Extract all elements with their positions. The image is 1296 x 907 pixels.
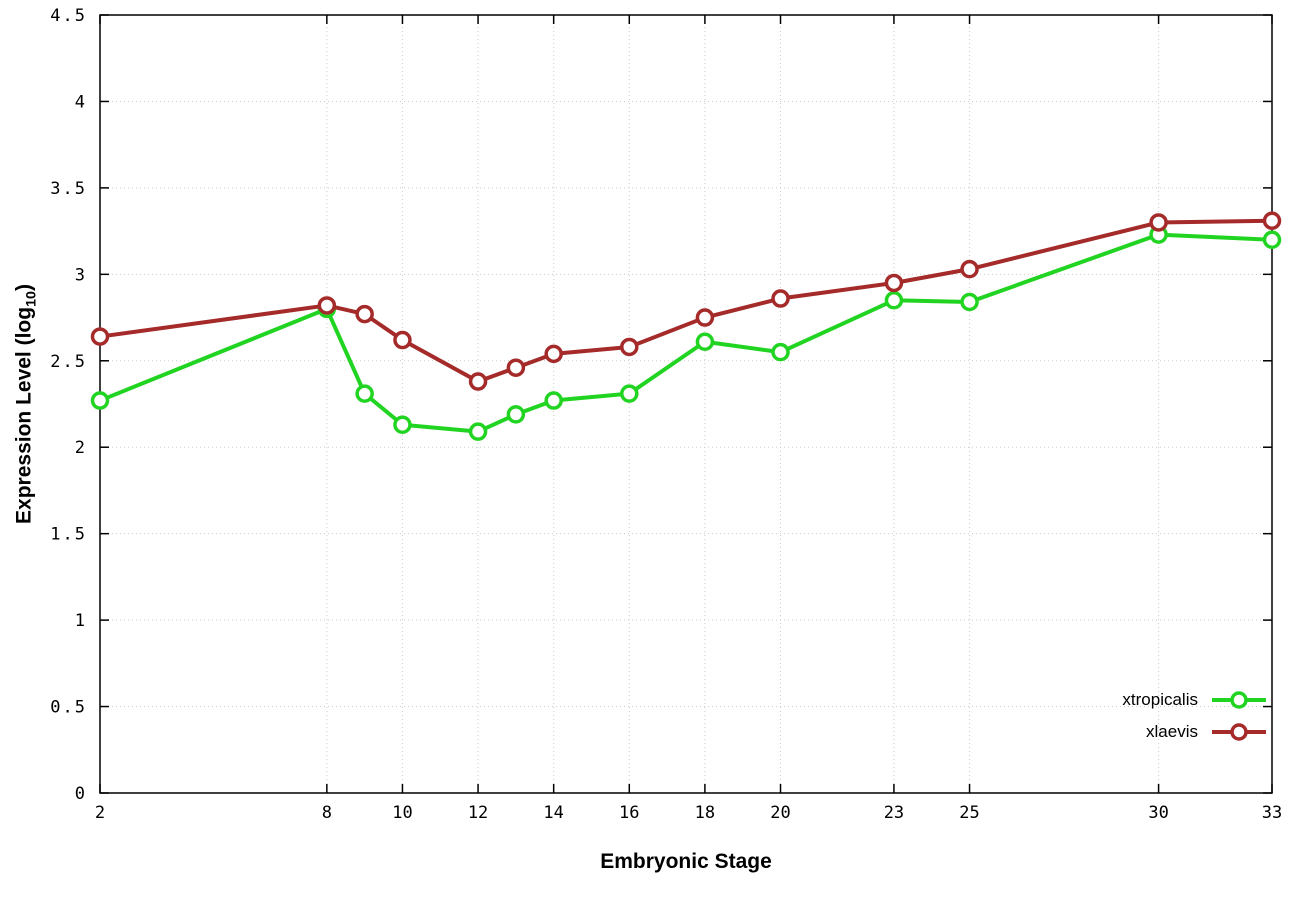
y-tick-label: 1.5 (50, 525, 87, 545)
series-line-xlaevis (98, 218, 1274, 384)
y-axis-title-sub: 10 (23, 291, 40, 307)
plot-border (99, 14, 1273, 794)
marker-xlaevis (1149, 213, 1168, 232)
legend-marker-xlaevis (1230, 723, 1248, 741)
y-axis-title-prefix: Expression Level (log (12, 306, 36, 524)
y-tick-label: 1 (75, 611, 87, 631)
marker-xtropicalis (355, 384, 374, 403)
legend-label-xlaevis: xlaevis (1146, 722, 1198, 741)
marker-xtropicalis (771, 342, 790, 362)
y-tick-label: 0.5 (50, 698, 87, 718)
x-tick-label: 25 (959, 803, 979, 823)
legend-sample-xtropicalis (1212, 691, 1266, 709)
marker-xtropicalis (506, 405, 526, 424)
x-tick-label: 2 (95, 803, 105, 823)
marker-xtropicalis (884, 291, 904, 310)
legend-row-xlaevis: xlaevis (1146, 722, 1268, 742)
x-tick-label: 20 (770, 803, 790, 823)
marker-xlaevis (468, 372, 488, 391)
y-tick-label: 3 (75, 265, 87, 285)
y-tick-label: 4 (75, 92, 87, 112)
y-axis-title-suffix: ) (12, 284, 36, 292)
y-axis-title: Expression Level (log10) (12, 284, 39, 524)
marker-xlaevis (1262, 211, 1282, 230)
marker-xlaevis (393, 330, 412, 350)
marker-xlaevis (695, 308, 715, 327)
marker-xlaevis (90, 327, 110, 346)
x-tick-label: 12 (468, 803, 488, 823)
x-tick-label: 30 (1148, 803, 1168, 823)
y-tick-label: 3.5 (50, 179, 87, 199)
marker-xlaevis (317, 296, 337, 315)
marker-xlaevis (506, 358, 526, 377)
marker-xtropicalis (90, 391, 110, 410)
marker-xtropicalis (393, 415, 412, 434)
legend-row-xtropicalis: xtropicalis (1122, 690, 1268, 710)
marker-xtropicalis (695, 332, 715, 352)
marker-xlaevis (771, 289, 790, 308)
x-tick-label: 23 (884, 803, 904, 823)
x-tick-label: 8 (322, 803, 332, 823)
x-axis-title: Embryonic Stage (600, 850, 772, 873)
marker-xlaevis (960, 259, 979, 279)
legend-marker-xtropicalis (1230, 691, 1248, 709)
x-tick-label: 33 (1262, 803, 1282, 823)
x-tick-label: 18 (695, 803, 715, 823)
marker-xlaevis (884, 273, 904, 293)
x-tick-label: 16 (619, 803, 639, 823)
x-tick-label: 10 (392, 803, 412, 823)
y-tick-label: 2.5 (50, 352, 87, 372)
marker-xlaevis (355, 304, 374, 324)
marker-xtropicalis (1262, 230, 1282, 250)
marker-xtropicalis (960, 292, 979, 312)
marker-xlaevis (620, 337, 639, 357)
legend: xtropicalis xlaevis (1122, 690, 1268, 742)
marker-xtropicalis (468, 422, 488, 441)
marker-xtropicalis (544, 391, 563, 410)
y-tick-label: 0 (75, 784, 87, 804)
series-line-xtropicalis (98, 232, 1274, 434)
y-tick-label: 2 (75, 438, 87, 458)
y-tick-label: 4.5 (50, 6, 87, 26)
legend-sample-xlaevis (1212, 723, 1266, 741)
marker-xtropicalis (620, 384, 639, 403)
legend-label-xtropicalis: xtropicalis (1122, 690, 1198, 709)
marker-xlaevis (544, 344, 563, 364)
x-tick-label: 14 (543, 803, 563, 823)
